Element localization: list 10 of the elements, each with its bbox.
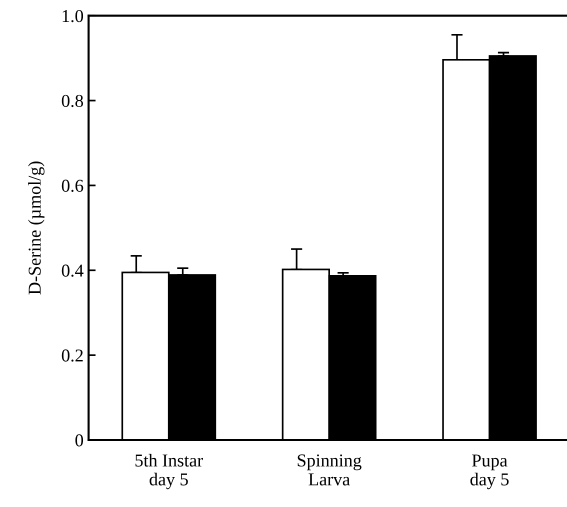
y-tick-label: 0	[75, 434, 84, 446]
y-axis-title: D-Serine (µmol/g)	[28, 162, 45, 294]
x-tick-label: Pupa day 5	[470, 454, 509, 490]
y-tick-label: 0.4	[62, 264, 84, 277]
y-tick-label: 0.2	[62, 349, 83, 362]
x-tick-label: Spinning Larva	[298, 454, 362, 486]
x-tick-label: 5th Instar day 5	[135, 454, 203, 490]
y-tick-label: 0.6	[62, 180, 84, 192]
y-tick-label: 0.8	[62, 94, 84, 108]
y-tick-label: 1.0	[62, 10, 84, 22]
